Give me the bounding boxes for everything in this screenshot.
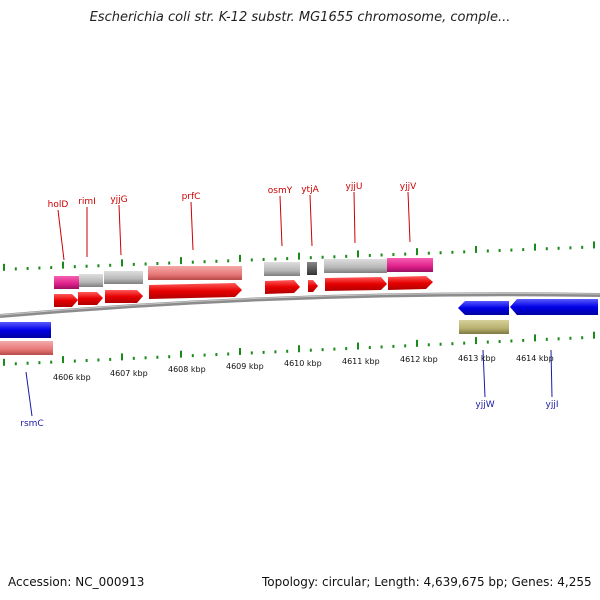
topology-stats-text: Topology: circular; Length: 4,639,675 bp… bbox=[262, 575, 592, 589]
kbp-axis-label: 4607 kbp bbox=[110, 369, 148, 378]
gene-label-prfC[interactable]: prfC bbox=[182, 192, 201, 202]
forward-gene-arrows bbox=[54, 276, 433, 307]
cds-feature bbox=[79, 274, 103, 287]
gene-leader-line bbox=[57, 209, 65, 261]
kbp-axis-label: 4609 kbp bbox=[226, 362, 264, 371]
forward-gene-arrow bbox=[388, 276, 433, 290]
kbp-axis-label: 4610 kbp bbox=[284, 359, 322, 368]
gene-leader-line bbox=[279, 195, 283, 247]
reverse-gene-arrow bbox=[510, 299, 598, 315]
gene-label-yjjV[interactable]: yjjV bbox=[400, 182, 417, 192]
forward-gene-arrow bbox=[78, 292, 103, 305]
cds-feature bbox=[104, 271, 143, 284]
cds-feature bbox=[264, 262, 300, 276]
gene-leader-line bbox=[407, 191, 411, 243]
chromosome-backbone-highlight bbox=[0, 292, 600, 316]
reverse-gene-arrow bbox=[458, 301, 509, 315]
accession-text: Accession: NC_000913 bbox=[8, 575, 145, 589]
gene-leader-line bbox=[118, 204, 122, 256]
map-title: Escherichia coli str. K-12 substr. MG165… bbox=[89, 10, 511, 25]
kbp-axis-label: 4611 kbp bbox=[342, 357, 380, 366]
kbp-axis-label: 4606 kbp bbox=[53, 373, 91, 382]
kbp-axis-label: 4614 kbp bbox=[516, 354, 554, 363]
forward-gene-arrow bbox=[54, 294, 78, 307]
gene-leader-line bbox=[550, 349, 553, 398]
cds-feature bbox=[307, 262, 317, 275]
gene-label-leaders bbox=[25, 191, 553, 417]
forward-gene-arrow bbox=[265, 280, 300, 294]
kbp-axis-label: 4612 kbp bbox=[400, 355, 438, 364]
gene-leader-line bbox=[482, 349, 486, 398]
kbp-axis-label: 4613 kbp bbox=[458, 354, 496, 363]
gene-label-yjjG[interactable]: yjjG bbox=[110, 195, 127, 205]
gene-label-ytjA[interactable]: ytjA bbox=[301, 185, 319, 195]
cds-feature bbox=[0, 322, 51, 338]
forward-gene-arrow bbox=[325, 277, 387, 291]
gene-leader-line bbox=[190, 201, 194, 251]
gene-label-holD[interactable]: holD bbox=[48, 200, 69, 210]
cds-feature bbox=[148, 266, 242, 280]
forward-gene-arrow bbox=[149, 283, 242, 299]
chromosome-backbone bbox=[0, 292, 600, 318]
forward-gene-arrow bbox=[105, 290, 143, 303]
upper-tick-row bbox=[3, 241, 595, 271]
gene-label-yjjW[interactable]: yjjW bbox=[475, 400, 494, 410]
gene-label-rimI[interactable]: rimI bbox=[78, 197, 96, 207]
forward-gene-arrow bbox=[308, 280, 318, 292]
gene-label-osmY[interactable]: osmY bbox=[268, 186, 293, 196]
gene-label-rsmC[interactable]: rsmC bbox=[20, 419, 43, 429]
cds-feature bbox=[54, 276, 79, 289]
cds-feature bbox=[459, 320, 509, 334]
gene-label-yjjI[interactable]: yjjI bbox=[546, 400, 559, 410]
gene-leader-line bbox=[309, 194, 313, 247]
lower-tick-row bbox=[3, 331, 595, 366]
cds-features-forward bbox=[54, 258, 433, 289]
cds-feature bbox=[387, 258, 433, 272]
cds-feature bbox=[0, 341, 53, 355]
kbp-axis-label: 4608 kbp bbox=[168, 365, 206, 374]
cds-feature bbox=[324, 259, 387, 273]
gene-leader-line bbox=[353, 191, 356, 244]
gene-leader-line bbox=[25, 371, 33, 417]
reverse-gene-arrows bbox=[0, 299, 598, 355]
kbp-labels: 4606 kbp 4607 kbp 4608 kbp 4609 kbp 4610 kbp… bbox=[53, 354, 554, 382]
gene-label-yjjU[interactable]: yjjU bbox=[346, 182, 363, 192]
gene-labels: holD rimI yjjG prfC osmY ytjA yjjU yjjV rsmC yjjW… bbox=[20, 182, 558, 429]
